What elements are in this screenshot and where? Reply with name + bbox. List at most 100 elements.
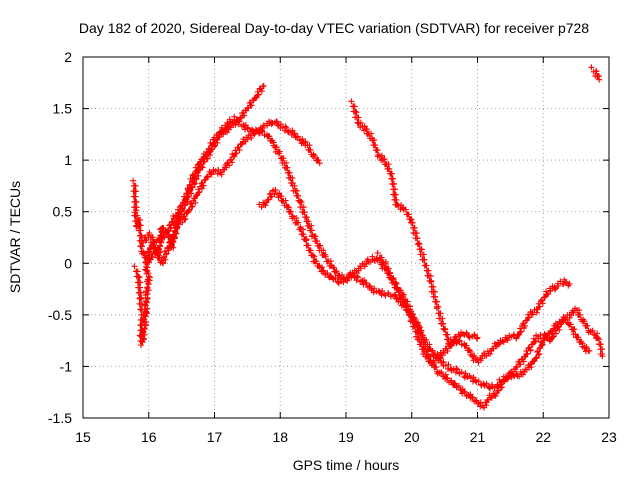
data-point — [136, 274, 143, 281]
data-point — [291, 182, 298, 189]
data-point — [393, 295, 400, 302]
data-point — [135, 289, 142, 296]
data-point — [454, 366, 461, 373]
data-point — [162, 256, 169, 263]
data-point — [276, 150, 283, 157]
data-point — [144, 276, 151, 283]
y-tick-label: 0.5 — [53, 204, 73, 220]
data-point — [135, 279, 142, 286]
y-tick-label: 1.5 — [53, 101, 73, 117]
data-point — [437, 310, 444, 317]
data-point — [424, 267, 431, 274]
data-point — [175, 213, 182, 220]
x-tick-label: 16 — [141, 429, 157, 445]
data-point — [391, 291, 398, 298]
data-point — [142, 301, 149, 308]
y-tick-label: -1 — [60, 358, 73, 374]
data-point — [146, 230, 153, 237]
data-point — [414, 235, 421, 242]
data-point — [146, 252, 153, 259]
data-point — [295, 192, 302, 199]
data-point — [193, 167, 200, 174]
data-point — [404, 211, 411, 218]
y-axis-label: SDTVAR / TECUs — [7, 181, 23, 293]
data-point — [368, 130, 375, 137]
data-point — [136, 284, 143, 291]
data-point — [137, 222, 144, 229]
data-point — [165, 233, 172, 240]
data-point — [461, 388, 468, 395]
data-point — [417, 341, 424, 348]
data-point — [224, 119, 231, 126]
data-point — [149, 253, 156, 260]
data-point — [432, 363, 439, 370]
data-point — [366, 282, 373, 289]
data-point — [373, 147, 380, 154]
data-point — [402, 302, 409, 309]
data-point — [421, 348, 428, 355]
data-point — [316, 160, 323, 167]
data-point — [132, 212, 139, 219]
data-point — [135, 273, 142, 280]
data-point — [295, 219, 302, 226]
data-point — [409, 219, 416, 226]
data-point — [132, 188, 139, 195]
data-point — [353, 277, 360, 284]
data-point — [591, 331, 598, 338]
data-point — [353, 109, 360, 116]
y-tick-label: 0 — [64, 255, 72, 271]
data-point — [131, 263, 138, 270]
data-point — [576, 311, 583, 318]
data-point — [314, 156, 321, 163]
data-point — [348, 98, 355, 105]
data-point — [517, 361, 524, 368]
data-point — [471, 352, 478, 359]
data-point — [389, 181, 396, 188]
data-point — [596, 76, 603, 83]
data-point — [208, 142, 215, 149]
data-point — [536, 303, 543, 310]
x-axis-label: GPS time / hours — [293, 457, 400, 473]
data-point — [283, 164, 290, 171]
data-point — [362, 126, 369, 133]
y-tick-label: 1 — [64, 152, 72, 168]
data-point — [130, 193, 137, 200]
data-point — [539, 341, 546, 348]
data-point — [352, 108, 359, 115]
data-point — [405, 307, 412, 314]
data-point — [159, 224, 166, 231]
data-point — [304, 218, 311, 225]
data-point — [280, 155, 287, 162]
data-point — [440, 320, 447, 327]
data-point — [357, 119, 364, 126]
x-tick-label: 21 — [470, 429, 486, 445]
x-tick-labels: 15 16 17 18 19 20 21 22 23 — [75, 429, 617, 445]
data-point — [165, 228, 172, 235]
data-point — [536, 350, 543, 357]
data-point — [188, 184, 195, 191]
data-point — [583, 343, 590, 350]
data-point — [276, 190, 283, 197]
data-point — [572, 331, 579, 338]
data-point — [402, 206, 409, 213]
data-point — [392, 191, 399, 198]
data-point — [521, 322, 528, 329]
data-point — [314, 238, 321, 245]
data-point — [414, 328, 421, 335]
data-point — [574, 334, 581, 341]
data-point — [284, 204, 291, 211]
data-point — [141, 325, 148, 332]
data-point — [581, 318, 588, 325]
data-point — [198, 185, 205, 192]
data-point — [474, 334, 481, 341]
data-point — [443, 374, 450, 381]
data-point — [292, 187, 299, 194]
data-point — [140, 328, 147, 335]
data-point — [142, 266, 149, 273]
x-tick-label: 23 — [601, 429, 617, 445]
data-point — [432, 298, 439, 305]
data-point — [135, 217, 142, 224]
data-point — [526, 314, 533, 321]
data-point — [270, 139, 277, 146]
data-point — [389, 175, 396, 182]
